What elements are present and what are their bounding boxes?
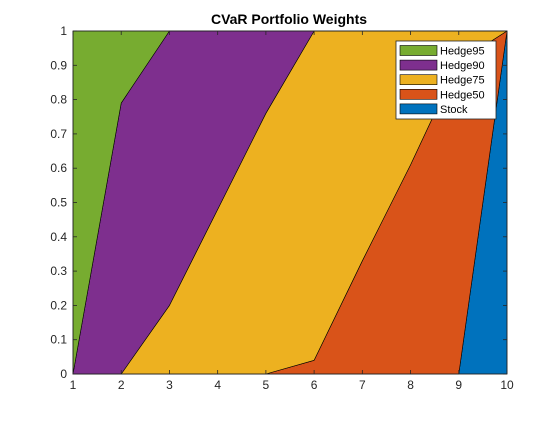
y-tick-label: 0: [60, 367, 67, 381]
y-tick-label: 0.8: [50, 93, 67, 107]
y-tick-label: 0.2: [50, 298, 67, 312]
y-tick-label: 0.4: [50, 230, 67, 244]
legend-label-hedge90: Hedge90: [440, 60, 485, 72]
legend-swatch-stock: [399, 103, 438, 115]
x-tick-label: 1: [70, 378, 77, 392]
y-tick-label: 0.3: [50, 264, 67, 278]
axes-group: 1 2 3 4 5 6 7 8 9 10 0 0.1 0.2 0.3 0.4 0.5 0.6 0.7 0.8 0.9 1: [50, 24, 514, 392]
x-tick-label: 4: [214, 378, 221, 392]
legend-label-hedge75: Hedge75: [440, 75, 485, 87]
y-tick-label: 0.5: [50, 196, 67, 210]
legend-swatch-hedge95: [399, 45, 438, 56]
legend-label-hedge50: Hedge50: [440, 89, 485, 101]
x-tick-label: 3: [166, 378, 173, 392]
x-tick-label: 6: [311, 378, 318, 392]
legend: Hedge95 Hedge90 Hedge75 Hedge50 Stock: [395, 40, 497, 120]
legend-swatch-hedge50: [399, 89, 438, 100]
x-tick-label: 10: [500, 378, 514, 392]
x-tick-label: 7: [359, 378, 366, 392]
x-tick-label: 8: [407, 378, 414, 392]
y-tick-label: 0.9: [50, 58, 67, 72]
legend-label-hedge95: Hedge95: [440, 46, 485, 58]
y-tick-label: 0.6: [50, 161, 67, 175]
x-tick-label: 9: [455, 378, 462, 392]
y-tick-label: 0.1: [50, 333, 67, 347]
y-tick-label: 0.7: [50, 127, 67, 141]
legend-label-stock: Stock: [440, 104, 468, 116]
x-tick-label: 2: [118, 378, 125, 392]
chart-title: CVaR Portfolio Weights: [211, 11, 367, 27]
legend-swatch-hedge75: [399, 74, 438, 85]
y-tick-label: 1: [60, 24, 67, 38]
legend-swatch-hedge90: [399, 59, 438, 71]
x-tick-label: 5: [263, 378, 270, 392]
